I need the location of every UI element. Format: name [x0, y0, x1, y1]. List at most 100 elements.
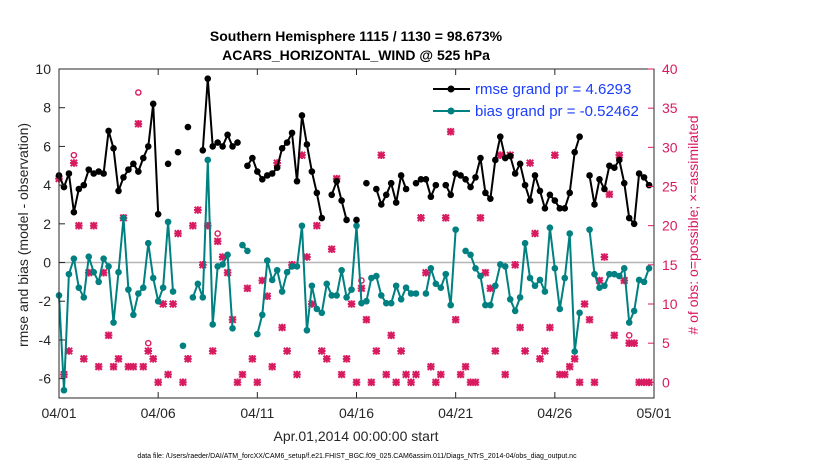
bias-marker	[397, 296, 405, 303]
assimilated-marker-glyph	[610, 331, 619, 340]
assimilated-marker-glyph	[198, 260, 207, 269]
rmse-marker	[640, 174, 648, 181]
assimilated-marker	[99, 268, 108, 277]
assimilated-marker	[159, 300, 168, 308]
legend: rmse grand pr = 4.6293 bias grand pr = -…	[428, 76, 648, 122]
assimilated-marker	[74, 221, 83, 230]
rmse-marker	[90, 170, 98, 177]
rmse-marker	[615, 156, 623, 164]
bias-marker	[427, 265, 435, 272]
assimilated-marker	[193, 206, 202, 214]
assimilated-marker	[273, 159, 282, 167]
assimilated-marker	[367, 378, 376, 387]
bias-marker	[194, 280, 202, 288]
bias-marker	[263, 257, 271, 264]
rmse-marker	[95, 168, 102, 175]
rmse-marker	[576, 133, 583, 141]
assimilated-marker	[615, 151, 624, 160]
assimilated-marker	[431, 378, 440, 387]
assimilated-marker-glyph	[253, 378, 262, 387]
assimilated-marker-glyph	[545, 323, 554, 332]
assimilated-marker	[446, 127, 455, 136]
assimilated-marker	[620, 276, 629, 285]
rmse-marker	[462, 176, 469, 183]
assimilated-marker-glyph	[422, 268, 430, 277]
assimilated-marker	[298, 151, 306, 160]
rmse-marker	[298, 112, 306, 119]
bias-marker	[368, 274, 375, 282]
bias-marker	[75, 284, 83, 291]
rmse-marker	[263, 172, 271, 179]
assimilated-marker	[461, 362, 470, 371]
assimilated-marker	[243, 284, 252, 293]
rmse-marker	[516, 160, 524, 168]
bias-marker	[620, 265, 628, 272]
assimilated-marker-glyph	[431, 378, 440, 387]
assimilated-marker-glyph	[446, 127, 455, 136]
assimilated-marker-glyph	[322, 354, 331, 363]
assimilated-marker	[124, 362, 133, 371]
bias-marker	[85, 253, 93, 261]
bias-marker	[373, 272, 380, 280]
rmse-marker	[586, 172, 593, 179]
assimilated-marker	[134, 119, 143, 128]
y-left-tick-label: -4	[39, 332, 52, 348]
bias-marker	[511, 307, 519, 315]
bias-marker	[506, 296, 514, 303]
assimilated-marker-glyph	[407, 378, 415, 387]
assimilated-marker	[387, 331, 396, 340]
bias-marker	[278, 288, 286, 295]
x-tick-label: 04/16	[339, 405, 374, 421]
bias-marker	[60, 386, 68, 394]
assimilated-marker-glyph	[441, 213, 450, 222]
rmse-marker	[496, 133, 504, 141]
rmse-marker	[447, 191, 455, 199]
assimilated-marker	[278, 323, 287, 332]
bias-marker	[105, 263, 112, 270]
assimilated-marker	[565, 362, 574, 371]
bias-marker	[571, 348, 578, 355]
assimilated-marker	[89, 221, 98, 230]
assimilated-marker-glyph	[426, 362, 435, 371]
assimilated-marker-glyph	[298, 151, 306, 160]
assimilated-marker	[327, 245, 336, 254]
y-right-tick-label: 25	[662, 179, 678, 195]
rmse-marker	[293, 177, 301, 185]
rmse-marker	[591, 201, 598, 208]
bias-marker	[115, 268, 122, 276]
rmse-marker	[457, 172, 464, 179]
y-right-tick-label: 40	[662, 61, 678, 77]
assimilated-marker	[263, 292, 272, 301]
assimilated-marker-glyph	[104, 331, 113, 340]
bias-marker	[214, 263, 221, 270]
assimilated-marker	[184, 354, 192, 363]
assimilated-marker	[109, 362, 118, 371]
rmse-marker	[154, 210, 162, 218]
rmse-marker	[100, 170, 107, 177]
rmse-marker	[501, 154, 509, 162]
rmse-marker	[546, 191, 554, 199]
rmse-marker	[110, 145, 117, 152]
bias-marker	[199, 294, 207, 301]
rmse-marker	[333, 177, 340, 185]
assimilated-marker-glyph	[362, 315, 371, 324]
assimilated-marker	[422, 268, 430, 277]
bias-marker	[189, 294, 197, 301]
possible-marker	[625, 332, 633, 339]
assimilated-marker-glyph	[471, 378, 480, 387]
x-tick-label: 05/01	[636, 405, 671, 421]
rmse-marker	[125, 166, 132, 173]
assimilated-marker-glyph	[347, 300, 356, 308]
rmse-marker	[164, 160, 172, 168]
possible-marker	[144, 339, 152, 347]
rmse-marker	[382, 191, 390, 199]
bias-marker	[293, 263, 301, 270]
assimilated-marker-glyph	[630, 339, 639, 348]
y-right-tick-label: 35	[662, 100, 678, 116]
y-axis-right-label: # of obs: o=possible; ×=assimilated	[685, 115, 701, 334]
assimilated-marker	[322, 354, 331, 363]
y-axis-left-label: rmse and bias (model - observation)	[15, 123, 31, 347]
rmse-marker	[214, 139, 221, 146]
assimilated-marker	[486, 284, 495, 293]
